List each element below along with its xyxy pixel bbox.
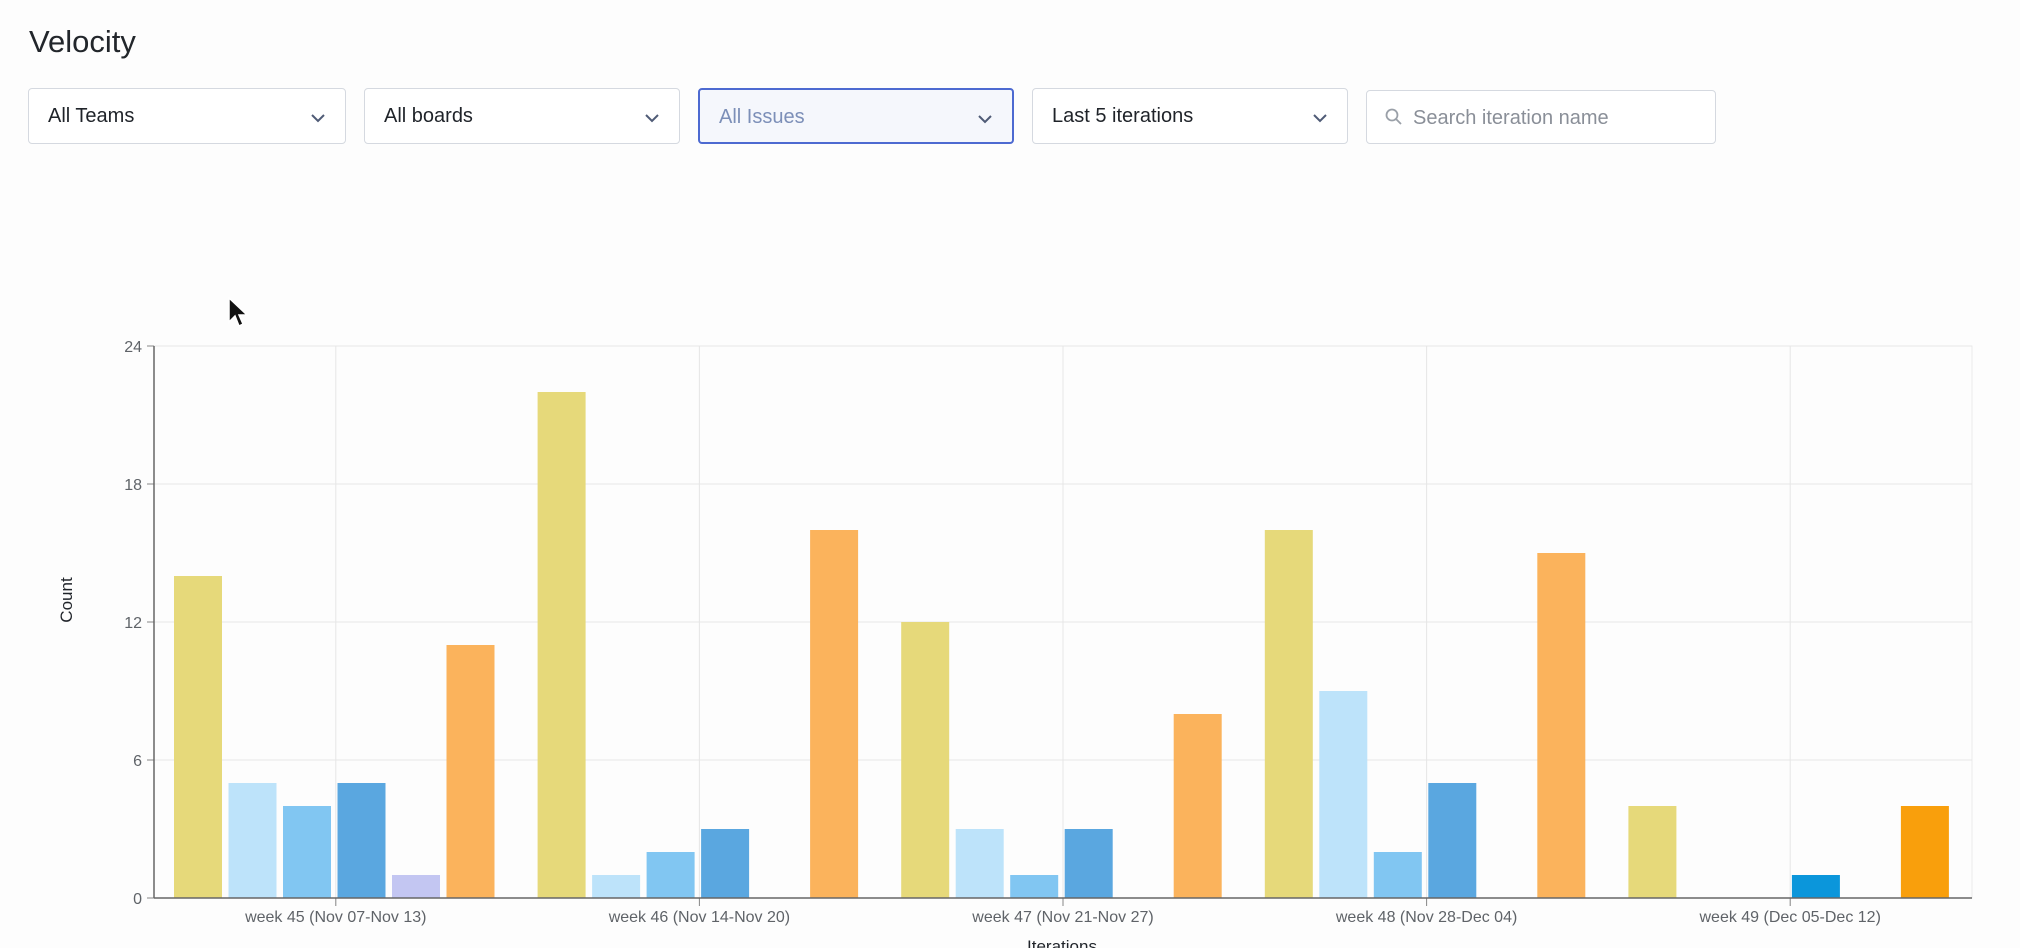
x-tick-label: week 49 (Dec 05-Dec 12)	[1698, 909, 1880, 926]
x-tick-label: week 46 (Nov 14-Nov 20)	[608, 909, 790, 926]
bar-series-4-1[interactable]	[337, 783, 386, 898]
bar-series-6-4[interactable]	[1537, 553, 1586, 898]
y-tick-label: 18	[124, 477, 142, 494]
bar-series-4-2[interactable]	[701, 829, 750, 898]
y-axis-title: Count	[57, 577, 76, 623]
iterations-select[interactable]: Last 5 iterations	[1032, 88, 1348, 144]
bar-series-2-4[interactable]	[1319, 691, 1368, 898]
y-tick-label: 6	[133, 753, 142, 770]
bar-series-3-1[interactable]	[283, 806, 331, 898]
bar-series-1-2[interactable]	[537, 392, 586, 898]
iterations-select-value: Last 5 iterations	[1052, 105, 1194, 127]
bar-series-2-3[interactable]	[955, 829, 1004, 898]
bar-series-1-3[interactable]	[901, 622, 950, 898]
chevron-down-icon	[1313, 114, 1327, 123]
bar-series-4-3[interactable]	[1064, 829, 1113, 898]
bar-series-5-1[interactable]	[392, 875, 440, 898]
page-title: Velocity	[29, 24, 136, 59]
bar-series-3-2[interactable]	[646, 852, 695, 898]
search-input[interactable]	[1411, 103, 1685, 133]
chevron-down-icon	[645, 114, 659, 123]
bar-series-2-2[interactable]	[592, 875, 641, 898]
boards-select[interactable]: All boards	[364, 88, 680, 144]
bar-series-1-5[interactable]	[1628, 806, 1677, 898]
y-tick-label: 0	[133, 891, 142, 908]
bar-series-1-4[interactable]	[1264, 530, 1313, 898]
bar-series-4-5[interactable]	[1791, 875, 1840, 898]
iteration-search[interactable]	[1366, 90, 1716, 144]
x-axis-title: Iterations	[1027, 937, 1097, 948]
chart-bars	[174, 392, 1949, 898]
chart-grid	[153, 345, 1973, 906]
teams-select-value: All Teams	[48, 105, 135, 127]
bar-series-6-1[interactable]	[446, 645, 495, 898]
boards-select-value: All boards	[384, 105, 473, 127]
y-tick-label: 24	[124, 339, 142, 356]
bar-series-2-1[interactable]	[228, 783, 277, 898]
bar-series-6-2[interactable]	[810, 530, 859, 898]
bar-series-4-4[interactable]	[1428, 783, 1477, 898]
bar-series-3-4[interactable]	[1373, 852, 1422, 898]
bar-series-6-5[interactable]	[1900, 806, 1949, 898]
chart-axes: 0 6 12 18 24 week 45 (Nov 07-Nov 13) week 46 (…	[124, 339, 1972, 926]
issues-select-value: All Issues	[719, 106, 805, 128]
x-tick-label: week 47 (Nov 21-Nov 27)	[971, 909, 1153, 926]
y-tick-label: 12	[124, 615, 142, 632]
chevron-down-icon	[311, 114, 325, 123]
bar-series-6-3[interactable]	[1173, 714, 1222, 898]
x-tick-label: week 48 (Nov 28-Dec 04)	[1335, 909, 1517, 926]
search-icon	[1385, 108, 1402, 125]
x-tick-label: week 45 (Nov 07-Nov 13)	[244, 909, 426, 926]
teams-select[interactable]: All Teams	[28, 88, 346, 144]
chevron-down-icon	[978, 115, 992, 124]
bar-series-1-1[interactable]	[174, 576, 222, 898]
issues-select[interactable]: All Issues	[698, 88, 1014, 144]
bar-series-3-3[interactable]	[1010, 875, 1059, 898]
mouse-cursor-icon	[228, 297, 249, 328]
